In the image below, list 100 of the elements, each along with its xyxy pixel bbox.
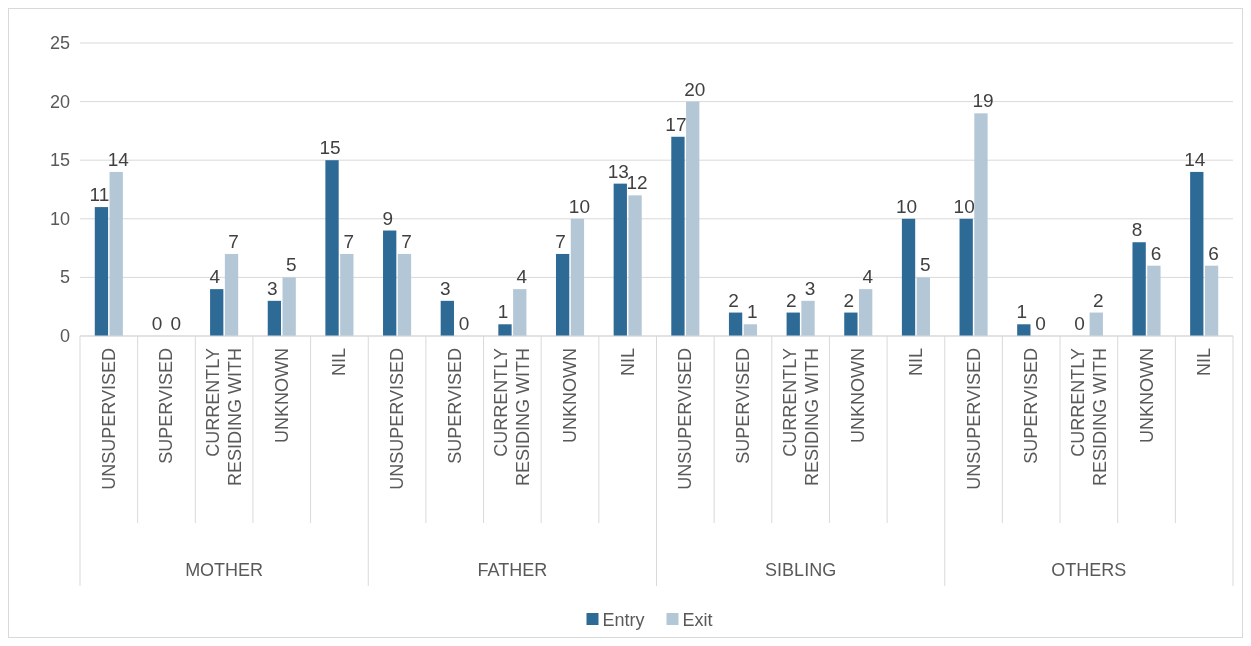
data-label: 3 <box>804 277 816 299</box>
bar <box>628 195 642 336</box>
data-label: 6 <box>1208 242 1219 264</box>
x-tick-label: NIL <box>1194 348 1215 377</box>
data-label: 2 <box>728 289 739 311</box>
x-tick-label: UNKNOWN <box>1136 348 1157 443</box>
bar <box>440 300 454 336</box>
data-label: 13 <box>607 160 629 182</box>
text: SIBLING <box>765 560 837 580</box>
bar <box>1204 265 1219 336</box>
bar <box>743 324 758 336</box>
bar <box>555 253 570 336</box>
x-tick-label: NIL <box>617 348 638 377</box>
bar <box>1089 312 1103 336</box>
bar <box>340 253 354 336</box>
x-tick-label: SUPERVISED <box>156 348 177 464</box>
x-tick-label: CURRENTLY RESIDING WITH <box>203 348 246 486</box>
data-label: 9 <box>382 207 393 229</box>
data-label: 2 <box>843 289 855 311</box>
x-tick-label: NIL <box>905 348 926 377</box>
data-label: 0 <box>151 313 163 334</box>
bar <box>844 312 858 336</box>
bar <box>498 324 512 336</box>
x-tick-label: SUPERVISED <box>444 348 465 464</box>
data-label: 5 <box>920 254 931 276</box>
data-label: 6 <box>1150 242 1162 264</box>
y-tick-label: 20 <box>49 91 70 112</box>
x-tick-label: UNSUPERVISED <box>675 348 696 490</box>
bar <box>786 312 800 336</box>
x-tick-label: SUPERVISED <box>732 348 753 464</box>
data-label: 0 <box>170 313 182 334</box>
legend-label: Exit <box>682 610 713 630</box>
data-label: 7 <box>555 230 566 252</box>
bar <box>397 253 412 336</box>
text: MOTHER <box>185 560 264 580</box>
data-label: 7 <box>401 230 412 252</box>
bar <box>570 218 585 336</box>
bar <box>1147 265 1161 336</box>
bar <box>1190 171 1204 336</box>
data-label: 3 <box>267 277 278 299</box>
bar <box>916 277 930 336</box>
bar <box>109 171 123 336</box>
data-label: 8 <box>1131 219 1143 241</box>
data-label: 14 <box>107 148 130 170</box>
bar <box>210 289 224 336</box>
data-label: 11 <box>89 184 110 206</box>
data-label: 2 <box>785 289 797 311</box>
bar <box>513 289 527 336</box>
bar <box>686 101 700 336</box>
bar <box>267 300 282 336</box>
data-label: 14 <box>1184 148 1206 170</box>
bar <box>901 218 916 336</box>
data-label: 4 <box>862 266 874 288</box>
data-label: 1 <box>497 301 509 323</box>
x-tick-label: UNKNOWN <box>560 348 581 443</box>
bar <box>801 300 815 336</box>
bar <box>671 136 685 336</box>
y-tick-label: 25 <box>49 33 70 53</box>
data-label: 0 <box>458 313 470 334</box>
data-label: 1 <box>1016 301 1028 323</box>
data-label: 4 <box>209 266 221 288</box>
data-label: 17 <box>665 113 687 135</box>
data-label: 10 <box>568 195 590 217</box>
x-tick-label: UNSUPERVISED <box>387 348 408 490</box>
y-tick-label: 5 <box>59 267 70 288</box>
data-label: 0 <box>1035 313 1046 334</box>
y-tick-label: 10 <box>49 208 70 229</box>
x-tick-label: UNKNOWN <box>271 348 292 443</box>
data-label: 10 <box>895 195 918 217</box>
bar <box>94 207 109 336</box>
data-label: 19 <box>972 90 994 112</box>
bar <box>383 230 397 336</box>
bar <box>959 218 973 336</box>
bar <box>613 183 627 336</box>
bar <box>1017 324 1031 336</box>
data-label: 1 <box>747 301 758 323</box>
data-label: 20 <box>684 78 706 100</box>
y-tick-label: 15 <box>49 150 70 171</box>
bar <box>325 160 339 336</box>
bar <box>859 289 873 336</box>
x-tick-label: CURRENTLY RESIDING WITH <box>1067 348 1110 486</box>
data-label: 7 <box>228 230 239 252</box>
x-tick-label: SUPERVISED <box>1021 348 1042 464</box>
x-tick-label: UNKNOWN <box>848 348 869 443</box>
data-label: 7 <box>343 230 355 252</box>
data-label: 3 <box>440 277 451 299</box>
data-label: 2 <box>1092 289 1104 311</box>
x-tick-label: UNSUPERVISED <box>98 348 119 490</box>
text: OTHERS <box>1051 560 1127 580</box>
x-tick-label: NIL <box>329 348 350 377</box>
data-label: 15 <box>319 137 341 159</box>
bar <box>728 312 743 336</box>
data-label: 0 <box>1074 313 1085 334</box>
data-label: 10 <box>953 195 975 217</box>
bar <box>974 113 988 336</box>
bar <box>224 253 239 336</box>
data-label: 5 <box>285 254 297 276</box>
text: FATHER <box>477 560 548 580</box>
y-tick-label: 0 <box>59 326 70 346</box>
x-tick-label: CURRENTLY RESIDING WITH <box>491 348 534 486</box>
